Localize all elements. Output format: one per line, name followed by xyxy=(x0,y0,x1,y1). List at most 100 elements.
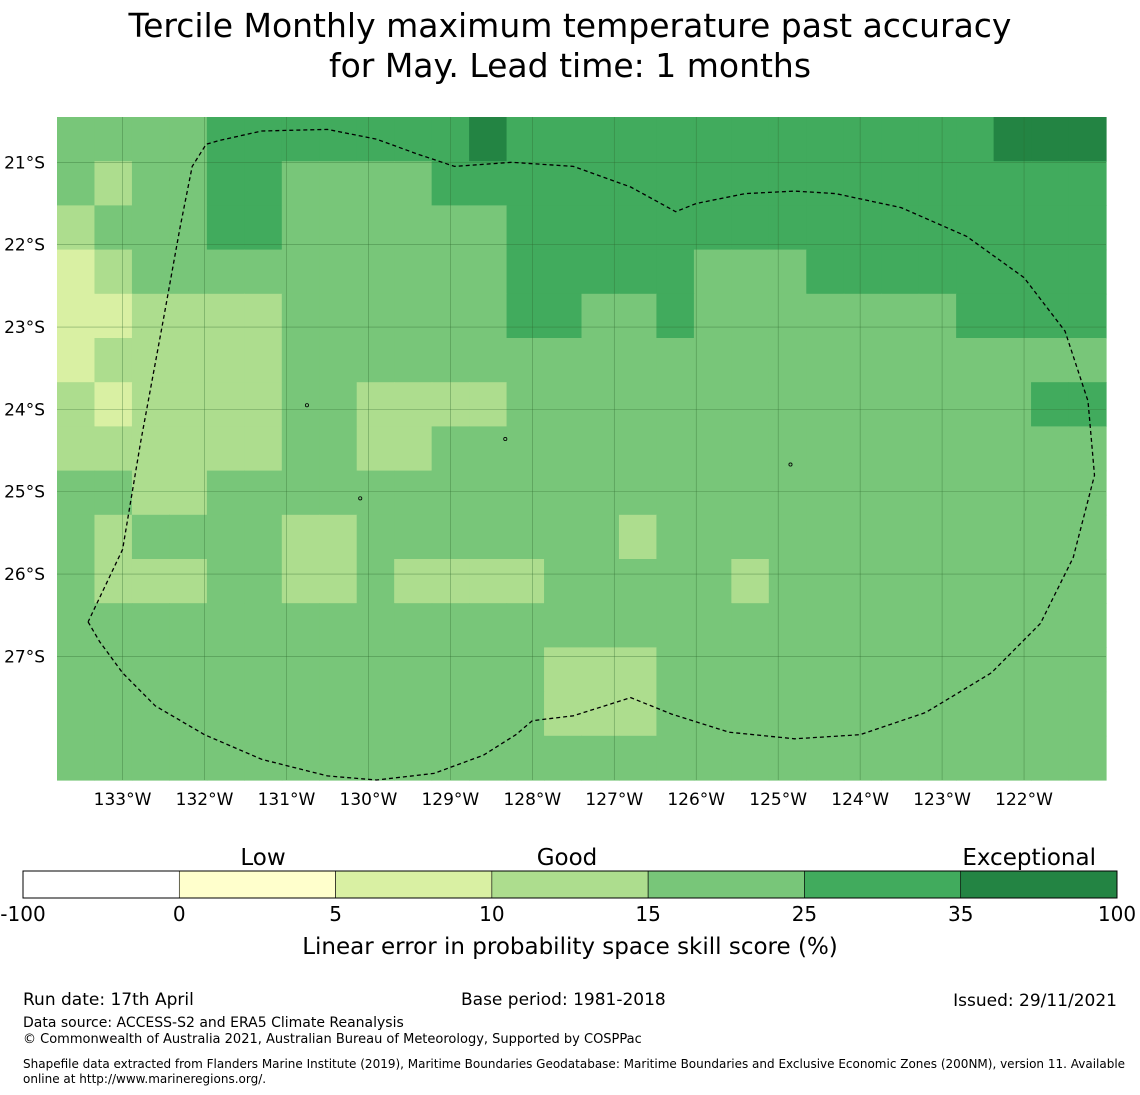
run-date: Run date: 17th April xyxy=(23,990,194,1010)
heatmap-cell xyxy=(693,161,732,206)
heatmap-cell xyxy=(806,205,845,251)
heatmap-cell xyxy=(1031,559,1070,604)
heatmap-cell xyxy=(881,735,920,781)
heatmap-cell xyxy=(768,338,807,383)
heatmap-cell xyxy=(618,514,658,560)
heatmap-cell xyxy=(1031,735,1070,781)
heatmap-cell xyxy=(394,603,433,648)
heatmap-cell xyxy=(881,603,920,648)
heatmap-cell xyxy=(806,603,845,648)
heatmap-cell xyxy=(731,293,770,339)
x-tick-label: 124°W xyxy=(831,790,889,810)
heatmap-cell xyxy=(843,249,882,295)
x-tick-label: 133°W xyxy=(94,790,152,810)
heatmap-cell xyxy=(544,382,583,427)
heatmap-cell xyxy=(356,559,395,604)
heatmap-cell xyxy=(356,338,395,383)
heatmap-cell xyxy=(881,338,920,383)
heatmap-cell xyxy=(956,514,995,560)
colorbar-outline xyxy=(22,870,1118,899)
colorbar-segment xyxy=(960,870,1118,899)
heatmap-cell xyxy=(206,647,245,693)
heatmap-cell xyxy=(244,117,283,162)
heatmap-cell xyxy=(1068,470,1107,516)
heatmap-cell xyxy=(656,470,695,516)
heatmap-cell xyxy=(94,514,133,560)
heatmap-cell xyxy=(131,559,170,604)
heatmap-cell xyxy=(281,603,320,648)
heatmap-cell xyxy=(881,470,920,516)
heatmap-cell xyxy=(956,338,995,383)
heatmap-cell xyxy=(843,117,882,162)
x-tick-labels: 133°W 132°W 131°W 130°W 129°W 128°W 127°W 126°W… xyxy=(94,790,1053,810)
heatmap-cell xyxy=(768,117,807,162)
colorbar-segment xyxy=(335,870,493,899)
heatmap-cell xyxy=(94,249,133,295)
heatmap-cell xyxy=(281,470,320,516)
heatmap-cell xyxy=(956,470,995,516)
heatmap-cell xyxy=(281,338,320,383)
y-tick-labels: 21°S 22°S 23°S 24°S 25°S 26°S 27°S xyxy=(4,153,45,667)
heatmap-cell xyxy=(993,161,1032,206)
issued-date: Issued: 29/11/2021 xyxy=(953,991,1117,1011)
heatmap-cell xyxy=(843,161,882,206)
heatmap-cell xyxy=(319,470,358,516)
heatmap-cell xyxy=(281,249,320,295)
heatmap-cell xyxy=(993,559,1032,604)
heatmap-cell xyxy=(693,470,732,516)
heatmap-cell xyxy=(169,117,208,162)
heatmap-cell xyxy=(731,338,770,383)
colorbar-tick-labels: -100 0 5 10 15 25 35 100 xyxy=(0,902,1136,926)
heatmap-cell xyxy=(394,293,433,339)
heatmap-cell xyxy=(581,691,620,737)
heatmap-cell xyxy=(356,470,395,516)
heatmap-cell xyxy=(731,205,770,251)
x-tick-label: 130°W xyxy=(340,790,398,810)
heatmap-cell xyxy=(993,691,1032,737)
colorbar-segments xyxy=(22,870,1118,899)
heatmap-cell xyxy=(244,647,283,693)
heatmap-cell xyxy=(356,514,395,560)
y-tick-label: 23°S xyxy=(4,318,45,338)
heatmap-cell xyxy=(956,647,995,693)
heatmap-cell xyxy=(843,293,882,339)
heatmap-cell xyxy=(469,647,508,693)
heatmap-cell xyxy=(1068,603,1107,648)
heatmap-cell xyxy=(956,691,995,737)
heatmap-cell xyxy=(656,382,695,427)
colorbar-title: Linear error in probability space skill … xyxy=(302,934,838,960)
x-tick-label: 129°W xyxy=(421,790,479,810)
colorbar-tick-label: 100 xyxy=(1098,902,1136,926)
heatmap-cell xyxy=(469,338,508,383)
heatmap-cell xyxy=(169,293,208,339)
heatmap-cell xyxy=(693,117,732,162)
heatmap-cell xyxy=(1031,514,1070,560)
colorbar-category-label: Exceptional xyxy=(962,845,1096,871)
heatmap-cell xyxy=(281,647,320,693)
heatmap-cell xyxy=(57,338,96,383)
heatmap-cell xyxy=(544,514,583,560)
island-marker xyxy=(788,462,793,467)
heatmap-cell xyxy=(618,559,658,604)
heatmap-cell xyxy=(544,559,583,604)
heatmap-cell xyxy=(169,559,208,604)
heatmap-cell xyxy=(206,161,245,206)
heatmap-cell xyxy=(731,426,770,472)
heatmap-cell xyxy=(469,293,508,339)
colorbar-tick-label: 5 xyxy=(329,902,342,926)
heatmap-cell xyxy=(394,382,433,427)
heatmap-cell xyxy=(956,205,995,251)
heatmap-cell xyxy=(693,603,732,648)
heatmap-cell xyxy=(806,382,845,427)
heatmap-cell xyxy=(581,293,620,339)
heatmap-cell xyxy=(281,559,320,604)
heatmap-cell xyxy=(356,161,395,206)
heatmap-cell xyxy=(656,426,695,472)
heatmap-cell xyxy=(544,205,583,251)
heatmap-cell xyxy=(993,514,1032,560)
heatmap-cell xyxy=(206,691,245,737)
heatmap-cell xyxy=(881,426,920,472)
heatmap-cell xyxy=(169,735,208,781)
colorbar-segment xyxy=(804,870,962,899)
heatmap-cell xyxy=(693,382,732,427)
